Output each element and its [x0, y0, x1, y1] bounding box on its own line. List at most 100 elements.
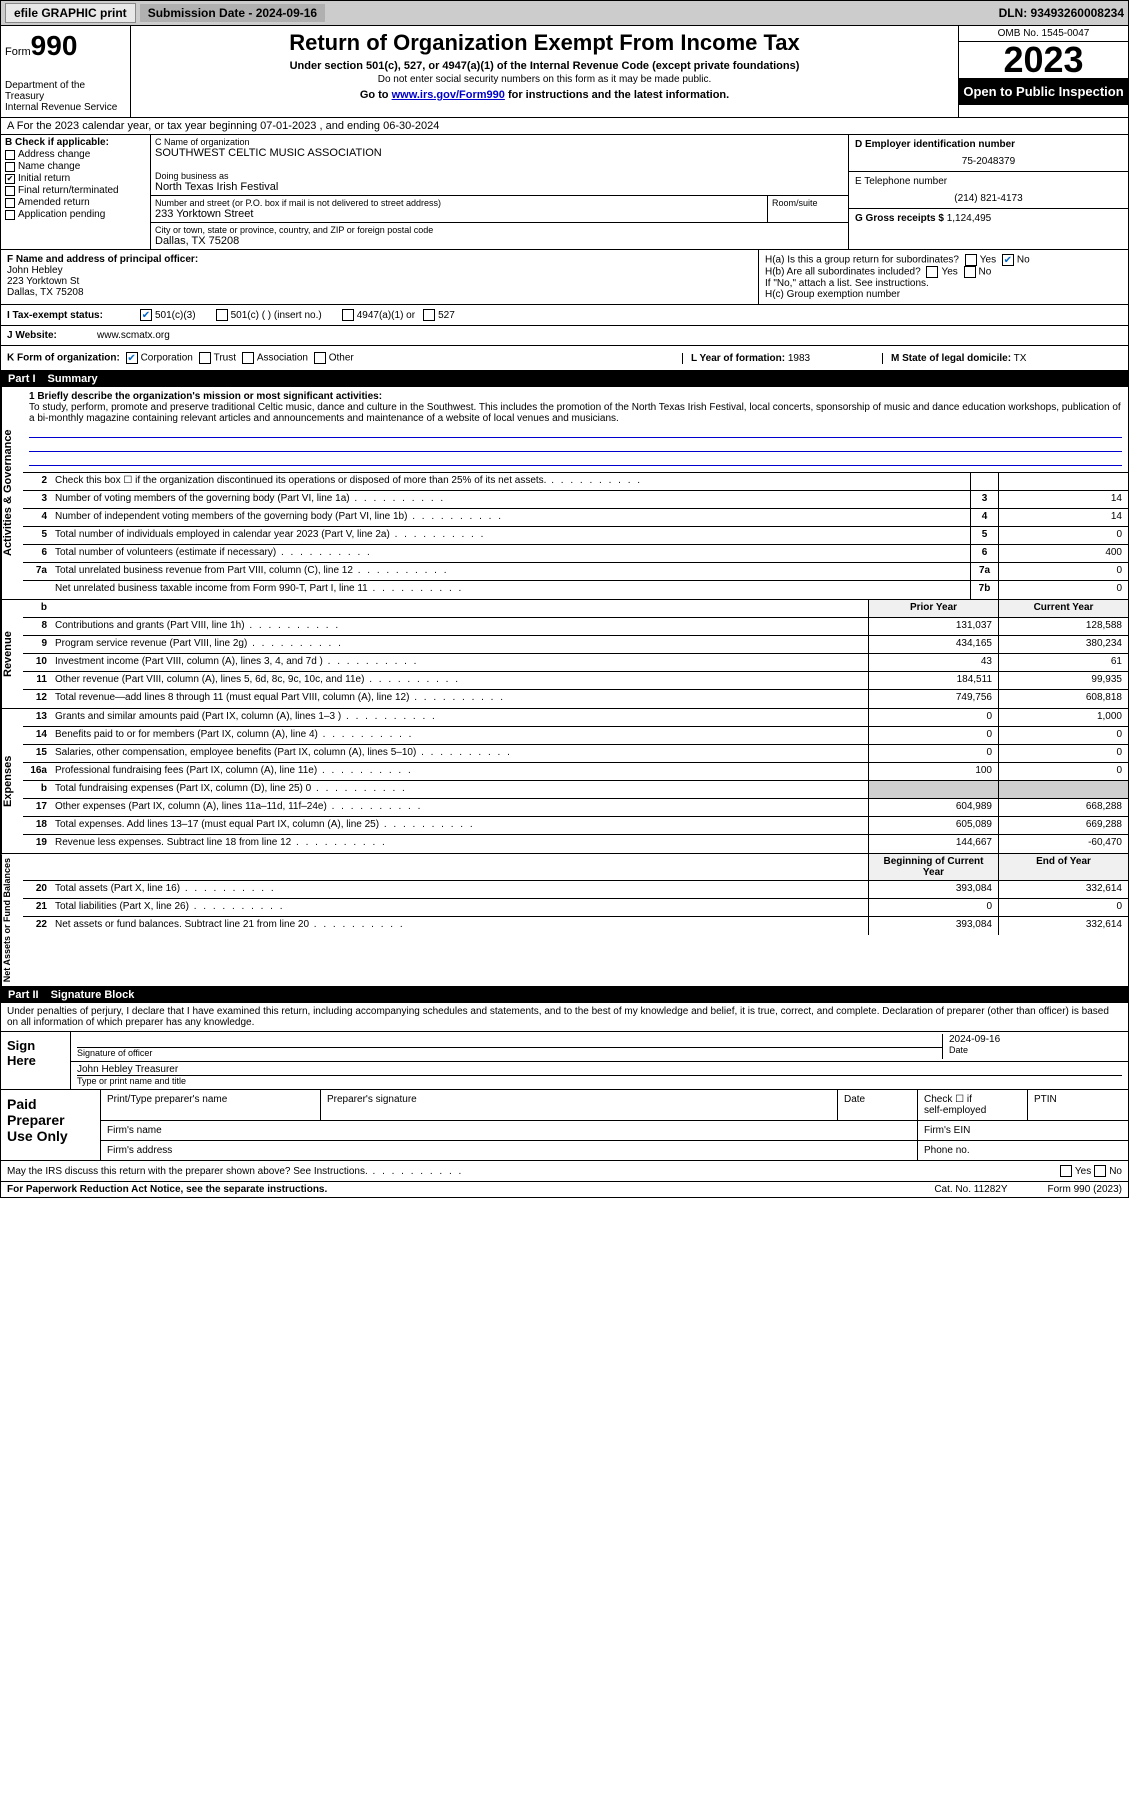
- form-word: Form: [5, 46, 31, 58]
- line-val: [998, 473, 1128, 490]
- formorg-label: K Form of organization:: [7, 353, 120, 364]
- chk-address[interactable]: [5, 150, 15, 160]
- curr-val: 128,588: [998, 618, 1128, 635]
- chk-527[interactable]: [423, 309, 435, 321]
- chk-corp[interactable]: ✔: [126, 352, 138, 364]
- prior-val: 393,084: [868, 917, 998, 935]
- irs-link[interactable]: www.irs.gov/Form990: [392, 89, 505, 101]
- ha-yes[interactable]: [965, 254, 977, 266]
- lbl-address: Address change: [18, 149, 90, 160]
- chk-initial[interactable]: ✔: [5, 174, 15, 184]
- box-b: B Check if applicable: Address change Na…: [1, 135, 151, 249]
- sign-date: 2024-09-16: [949, 1034, 1122, 1045]
- firm-phone-label: Phone no.: [918, 1141, 1128, 1160]
- hb-label: H(b) Are all subordinates included?: [765, 267, 921, 278]
- ha-no[interactable]: ✔: [1002, 254, 1014, 266]
- chk-trust[interactable]: [199, 352, 211, 364]
- chk-final[interactable]: [5, 186, 15, 196]
- hb-no[interactable]: [964, 266, 976, 278]
- curr-val: 669,288: [998, 817, 1128, 834]
- row-i: I Tax-exempt status: ✔501(c)(3) 501(c) (…: [0, 305, 1129, 326]
- gross-label: G Gross receipts $: [855, 213, 944, 224]
- curr-val: 0: [998, 899, 1128, 916]
- line-val: 0: [998, 527, 1128, 544]
- firm-ein-label: Firm's EIN: [918, 1121, 1128, 1140]
- data-line: 16aProfessional fundraising fees (Part I…: [23, 763, 1128, 781]
- box-d: D Employer identification number 75-2048…: [848, 135, 1128, 249]
- curr-val: -60,470: [998, 835, 1128, 853]
- line-desc: Total liabilities (Part X, line 26): [51, 899, 868, 916]
- line-desc: Total number of individuals employed in …: [51, 527, 970, 544]
- chk-other[interactable]: [314, 352, 326, 364]
- name-label: Type or print name and title: [77, 1076, 186, 1086]
- line-val: 400: [998, 545, 1128, 562]
- part2-num: Part II: [8, 989, 39, 1001]
- lbl-amended: Amended return: [18, 197, 90, 208]
- yof-val: 1983: [788, 353, 810, 364]
- chk-4947[interactable]: [342, 309, 354, 321]
- curr-val: [998, 781, 1128, 798]
- dba-label: Doing business as: [155, 171, 844, 181]
- form-ref: Form 990 (2023): [1048, 1184, 1122, 1195]
- chk-amended[interactable]: [5, 198, 15, 208]
- no-txt: No: [1017, 255, 1030, 266]
- curr-val: 332,614: [998, 881, 1128, 898]
- chk-namechange[interactable]: [5, 162, 15, 172]
- line-num: 5: [23, 527, 51, 544]
- line-desc: Net assets or fund balances. Subtract li…: [51, 917, 868, 935]
- data-line: 18Total expenses. Add lines 13–17 (must …: [23, 817, 1128, 835]
- line-desc: Program service revenue (Part VIII, line…: [51, 636, 868, 653]
- line-num: 19: [23, 835, 51, 853]
- pra-notice: For Paperwork Reduction Act Notice, see …: [7, 1184, 934, 1195]
- city-label: City or town, state or province, country…: [155, 225, 844, 235]
- opt-trust: Trust: [214, 353, 236, 364]
- line-desc: Benefits paid to or for members (Part IX…: [51, 727, 868, 744]
- opt-assoc: Association: [257, 353, 308, 364]
- firm-addr-label: Firm's address: [101, 1141, 918, 1160]
- netassets-section: Net Assets or Fund Balances Beginning of…: [0, 854, 1129, 987]
- name-label: C Name of organization: [155, 137, 844, 147]
- lbl-initial: Initial return: [18, 173, 70, 184]
- line-num: 14: [23, 727, 51, 744]
- addr-label: Number and street (or P.O. box if mail i…: [155, 198, 763, 208]
- chk-assoc[interactable]: [242, 352, 254, 364]
- chk-pending[interactable]: [5, 210, 15, 220]
- sign-here-label: Sign Here: [1, 1032, 71, 1089]
- line-desc: Total revenue—add lines 8 through 11 (mu…: [51, 690, 868, 708]
- penalty-text: Under penalties of perjury, I declare th…: [0, 1003, 1129, 1032]
- data-line: 8Contributions and grants (Part VIII, li…: [23, 618, 1128, 636]
- line-num: 8: [23, 618, 51, 635]
- ein-label: D Employer identification number: [855, 139, 1122, 150]
- line-desc: Total unrelated business revenue from Pa…: [51, 563, 970, 580]
- prior-val: 0: [868, 899, 998, 916]
- efile-btn[interactable]: efile GRAPHIC print: [5, 3, 136, 23]
- chk-501c3[interactable]: ✔: [140, 309, 152, 321]
- room-label: Room/suite: [772, 198, 844, 208]
- prior-val: 393,084: [868, 881, 998, 898]
- prior-val: [868, 781, 998, 798]
- hb-yes[interactable]: [926, 266, 938, 278]
- line-num: 4: [23, 509, 51, 526]
- chk-501c[interactable]: [216, 309, 228, 321]
- data-line: 15Salaries, other compensation, employee…: [23, 745, 1128, 763]
- line-num: 3: [23, 491, 51, 508]
- box-b-label: B Check if applicable:: [5, 137, 146, 148]
- line-num: 20: [23, 881, 51, 898]
- data-line: 19Revenue less expenses. Subtract line 1…: [23, 835, 1128, 853]
- sig-label: Signature of officer: [77, 1048, 152, 1058]
- box-c: C Name of organization SOUTHWEST CELTIC …: [151, 135, 848, 249]
- open-public-badge: Open to Public Inspection: [959, 78, 1128, 105]
- data-line: 14Benefits paid to or for members (Part …: [23, 727, 1128, 745]
- line-desc: Contributions and grants (Part VIII, lin…: [51, 618, 868, 635]
- line-num: 17: [23, 799, 51, 816]
- prior-val: 100: [868, 763, 998, 780]
- data-line: 12Total revenue—add lines 8 through 11 (…: [23, 690, 1128, 708]
- tel-label: E Telephone number: [855, 176, 1122, 187]
- line-num: 6: [23, 545, 51, 562]
- ssn-note: Do not enter social security numbers on …: [135, 74, 954, 85]
- discuss-no[interactable]: [1094, 1165, 1106, 1177]
- discuss-yes[interactable]: [1060, 1165, 1072, 1177]
- curr-val: 0: [998, 763, 1128, 780]
- lbl-final: Final return/terminated: [18, 185, 119, 196]
- discuss-text: May the IRS discuss this return with the…: [7, 1166, 1057, 1177]
